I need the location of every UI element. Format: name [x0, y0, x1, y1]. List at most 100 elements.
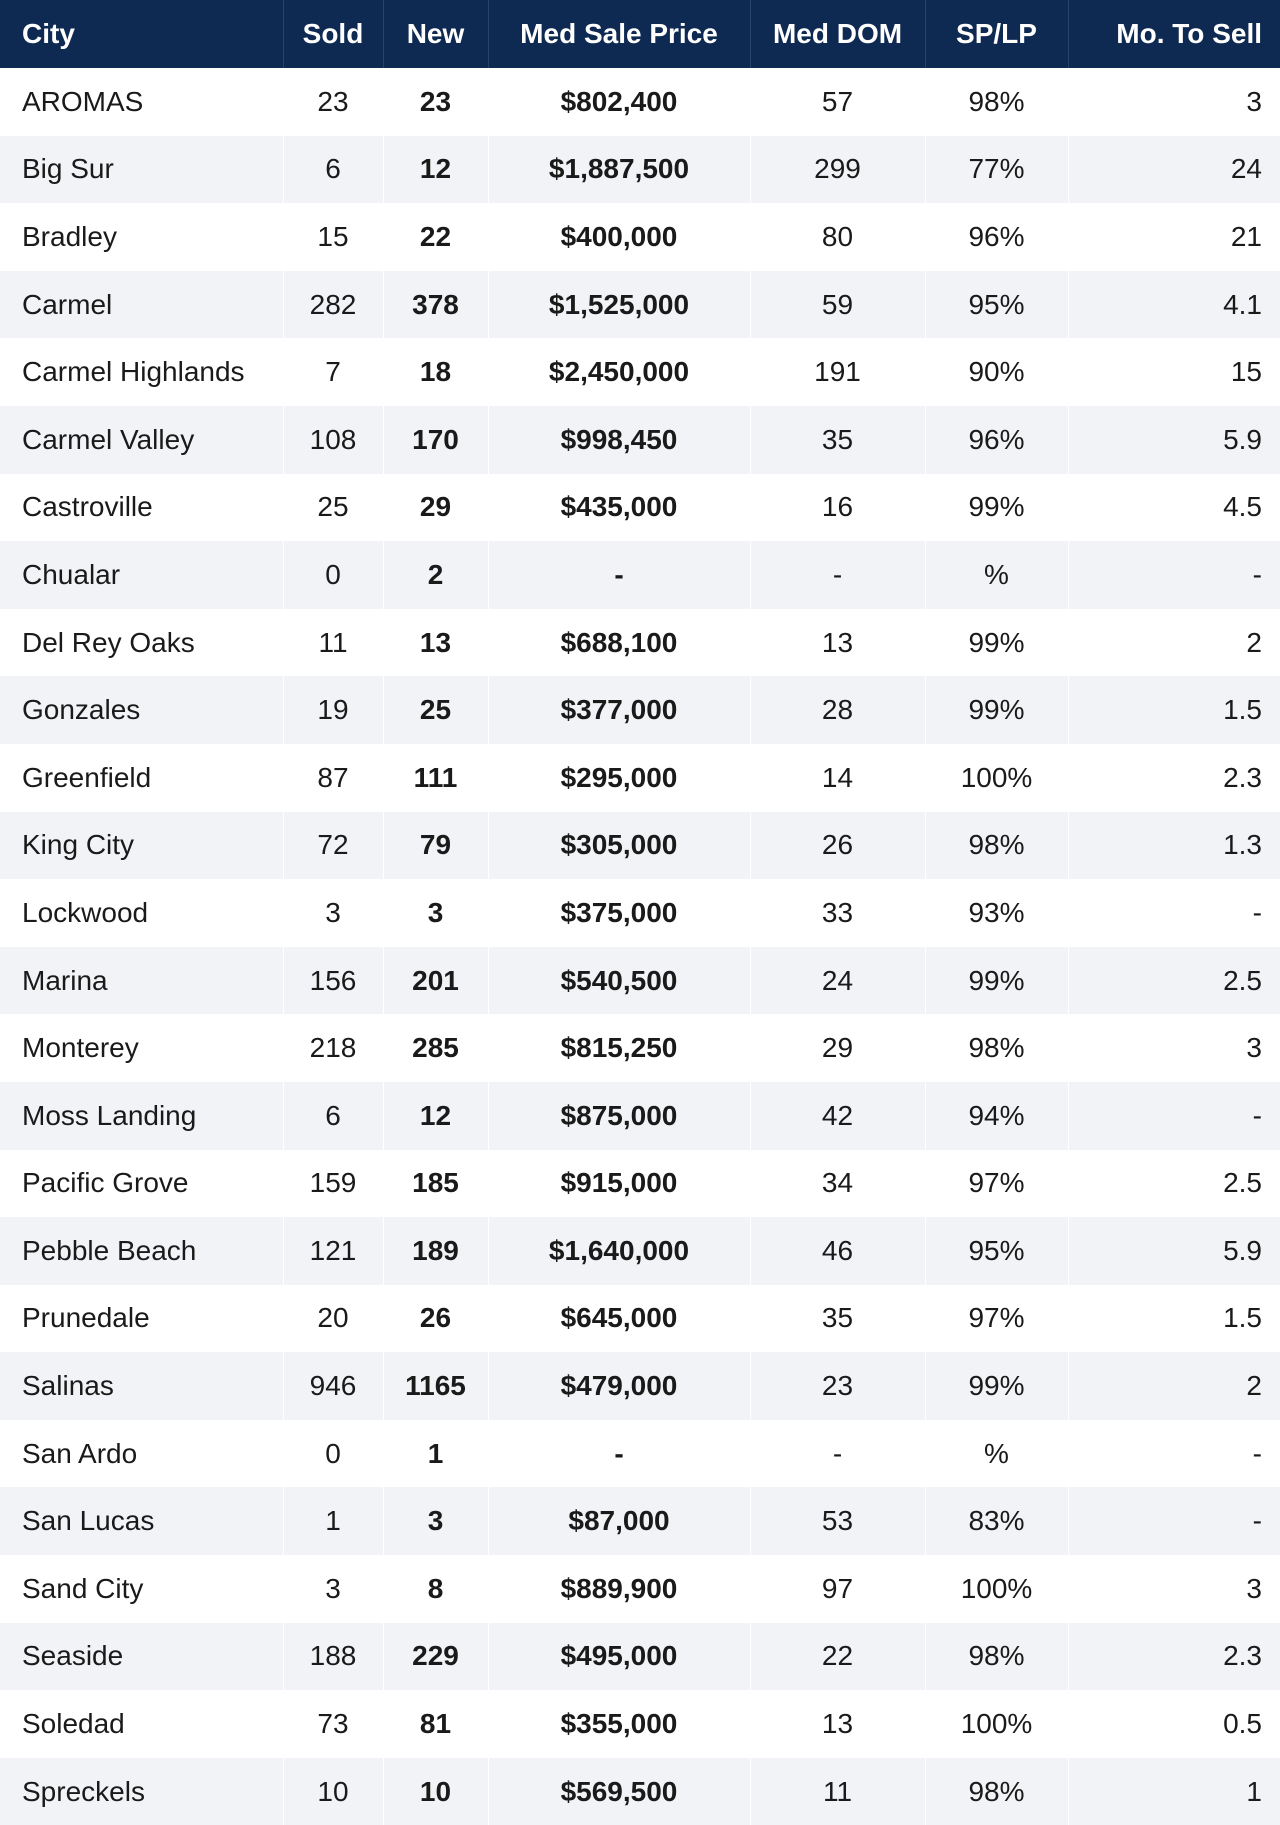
cell-new: 111	[383, 743, 489, 812]
table-row: AROMAS 23 23 $802,400 57 98% 3	[0, 68, 1280, 136]
cell-sp-lp: 98%	[925, 811, 1069, 880]
cell-months-to-sell: 3	[1246, 1572, 1262, 1604]
cell-city: Bradley	[0, 203, 284, 271]
cell-new: 2	[383, 541, 489, 609]
cell-sold: 282	[283, 270, 384, 339]
cell-new: 23	[383, 68, 489, 136]
cell-med-sale-price: $875,000	[488, 1081, 751, 1150]
cell-sp-lp: 100%	[925, 743, 1069, 812]
cell-sp-lp: 97%	[925, 1284, 1069, 1353]
cell-sold: 72	[283, 811, 384, 880]
cell-sold: 25	[283, 473, 384, 542]
table-row: Del Rey Oaks 11 13 $688,100 13 99% 2	[0, 608, 1280, 677]
cell-new: 18	[383, 338, 489, 406]
cell-sold: 0	[283, 1419, 384, 1488]
table-row: Monterey 218 285 $815,250 29 98% 3	[0, 1014, 1280, 1082]
cell-med-sale-price: $435,000	[488, 473, 751, 542]
cell-med-sale-price: $1,640,000	[488, 1217, 751, 1285]
cell-sp-lp: 98%	[925, 1757, 1069, 1825]
cell-new: 26	[383, 1284, 489, 1353]
table-row: King City 72 79 $305,000 26 98% 1.3	[0, 811, 1280, 880]
cell-sp-lp: 96%	[925, 203, 1069, 271]
cell-city: Chualar	[0, 541, 284, 609]
table-row: San Ardo 0 1- -% -	[0, 1419, 1280, 1488]
cell-city: San Lucas	[0, 1487, 284, 1556]
cell-med-dom: 59	[750, 270, 926, 339]
table-row: Prunedale 20 26 $645,000 35 97% 1.5	[0, 1284, 1280, 1353]
cell-sold: 15	[283, 203, 384, 271]
cell-med-dom: 26	[750, 811, 926, 880]
cell-new: 285	[383, 1014, 489, 1082]
cell-months-to-sell: 3	[1246, 1032, 1262, 1064]
cell-new: 1	[383, 1419, 489, 1488]
cell-new: 29	[383, 473, 489, 542]
table-header: City Sold New Med Sale Price Med DOM SP/…	[0, 0, 1280, 68]
cell-new: 79	[383, 811, 489, 880]
cell-city: Spreckels	[0, 1757, 284, 1825]
cell-city: Carmel Valley	[0, 405, 284, 474]
cell-sp-lp: 100%	[925, 1555, 1069, 1623]
cell-med-dom: 97	[750, 1555, 926, 1623]
table-row: Seaside 188 229 $495,000 22 98% 2.3	[0, 1622, 1280, 1691]
cell-city: Castroville	[0, 473, 284, 542]
cell-city: Monterey	[0, 1014, 284, 1082]
cell-med-sale-price: $377,000	[488, 676, 751, 744]
cell-city: Pacific Grove	[0, 1149, 284, 1218]
cell-sp-lp: 95%	[925, 1217, 1069, 1285]
cell-sp-lp: 96%	[925, 405, 1069, 474]
cell-med-sale-price: $495,000	[488, 1622, 751, 1691]
table-row: Spreckels 10 10 $569,500 11 98% 1	[0, 1757, 1280, 1825]
cell-med-sale-price: $400,000	[488, 203, 751, 271]
cell-new: 22	[383, 203, 489, 271]
table-row: Big Sur 6 12 $1,887,500 299 77% 24	[0, 135, 1280, 204]
cell-med-dom: 23	[750, 1352, 926, 1420]
cell-city: Del Rey Oaks	[0, 608, 284, 677]
cell-med-sale-price: $688,100	[488, 608, 751, 677]
cell-city: Carmel	[0, 270, 284, 339]
table-body: AROMAS 23 23 $802,400 57 98% 3 Big Sur 6 12 $1,887…	[0, 68, 1280, 1825]
header-city: City	[0, 0, 284, 68]
cell-sold: 10	[283, 1757, 384, 1825]
cell-sp-lp: 99%	[925, 676, 1069, 744]
cell-sp-lp: 98%	[925, 1622, 1069, 1691]
cell-med-dom: 191	[750, 338, 926, 406]
cell-sp-lp: 97%	[925, 1149, 1069, 1218]
header-med-dom: Med DOM	[750, 0, 926, 68]
cell-sp-lp: 90%	[925, 338, 1069, 406]
cell-med-dom: 28	[750, 676, 926, 744]
cell-med-dom: 33	[750, 879, 926, 947]
cell-med-dom: 24	[750, 946, 926, 1015]
cell-med-sale-price: $569,500	[488, 1757, 751, 1825]
cell-med-sale-price: $375,000	[488, 879, 751, 947]
cell-med-dom: 22	[750, 1622, 926, 1691]
cell-months-to-sell: 2	[1246, 1370, 1262, 1402]
cell-months-to-sell: 2.5	[1223, 1167, 1262, 1199]
cell-new: 170	[383, 405, 489, 474]
cell-sold: 218	[283, 1014, 384, 1082]
table-row: Greenfield 87 111 $295,000 14 100% 2.3	[0, 743, 1280, 812]
cell-months-to-sell: -	[1252, 1437, 1262, 1469]
cell-new: 1165	[383, 1352, 489, 1420]
cell-new: 12	[383, 1081, 489, 1150]
cell-city: Pebble Beach	[0, 1217, 284, 1285]
cell-months-to-sell: 5.9	[1223, 423, 1262, 455]
cell-months-to-sell: 0.5	[1223, 1708, 1262, 1740]
cell-new: 8	[383, 1555, 489, 1623]
cell-city: Soledad	[0, 1690, 284, 1758]
cell-med-sale-price: $87,000	[488, 1487, 751, 1556]
cell-med-sale-price: $815,250	[488, 1014, 751, 1082]
cell-sold: 7	[283, 338, 384, 406]
cell-new: 229	[383, 1622, 489, 1691]
table-row: Pebble Beach 121 189 $1,640,000 46 95% 5.9	[0, 1217, 1280, 1285]
cell-city: Big Sur	[0, 135, 284, 204]
cell-med-dom: 53	[750, 1487, 926, 1556]
cell-months-to-sell: 15	[1230, 356, 1262, 388]
cell-city: Sand City	[0, 1555, 284, 1623]
cell-med-sale-price: -	[488, 541, 751, 609]
cell-sold: 11	[283, 608, 384, 677]
cell-months-to-sell: 1.5	[1223, 694, 1262, 726]
header-months-to-sell: Mo. To Sell	[1116, 18, 1262, 49]
cell-med-sale-price: $1,525,000	[488, 270, 751, 339]
cell-new: 3	[383, 1487, 489, 1556]
cell-months-to-sell: -	[1252, 1099, 1262, 1131]
